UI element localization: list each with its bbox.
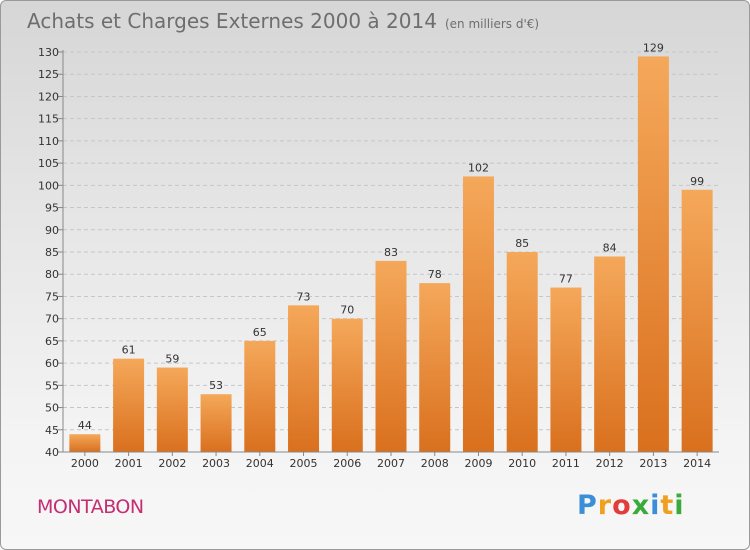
value-label: 83 — [384, 246, 398, 259]
bars — [69, 56, 713, 452]
value-label: 59 — [165, 353, 179, 366]
bar-2006 — [331, 318, 363, 452]
commune-name: MONTABON — [37, 496, 144, 518]
y-tick-label: 85 — [45, 246, 59, 259]
x-tick-label: 2002 — [158, 457, 186, 470]
x-tick-label: 2010 — [508, 457, 536, 470]
value-label: 85 — [515, 237, 529, 250]
bar-2002 — [156, 367, 188, 452]
y-tick-label: 45 — [45, 424, 59, 437]
y-tick-label: 125 — [38, 68, 59, 81]
value-label: 65 — [253, 326, 267, 339]
y-tick-label: 80 — [45, 268, 59, 281]
bar-2011 — [550, 287, 582, 452]
x-tick-label: 2008 — [421, 457, 449, 470]
bar-2013 — [637, 56, 669, 452]
bar-2014 — [681, 189, 713, 452]
logo-letter: i — [674, 490, 685, 521]
x-tick-label: 2009 — [464, 457, 492, 470]
bar-2009 — [462, 176, 494, 452]
x-tick-label: 2006 — [333, 457, 361, 470]
value-label: 44 — [78, 419, 92, 432]
y-tick-label: 90 — [45, 224, 59, 237]
value-label: 70 — [340, 304, 354, 317]
y-tick-label: 75 — [45, 290, 59, 303]
value-label: 61 — [122, 344, 136, 357]
y-tick-label: 60 — [45, 357, 59, 370]
value-label: 102 — [468, 161, 489, 174]
bar-2005 — [288, 305, 320, 452]
axes — [58, 50, 719, 456]
bar-2004 — [244, 340, 276, 452]
x-tick-label: 2001 — [115, 457, 143, 470]
bar-2007 — [375, 260, 407, 452]
logo-letter: P — [577, 490, 598, 521]
value-label: 77 — [559, 273, 573, 286]
value-label: 73 — [297, 290, 311, 303]
bar-2012 — [594, 256, 626, 452]
logo-letter: t — [660, 490, 675, 521]
x-tick-label: 2011 — [552, 457, 580, 470]
y-tick-label: 95 — [45, 202, 59, 215]
y-tick-label: 40 — [45, 446, 59, 459]
labels: 40 45 50 55 60 65 70 75 80 85 90 95 100 105 110 115 120 1… — [38, 41, 711, 470]
x-tick-label: 2000 — [71, 457, 99, 470]
bar-2003 — [200, 394, 232, 452]
value-label: 99 — [690, 175, 704, 188]
unit-label: (en milliers d'€) — [444, 17, 540, 31]
value-label: 78 — [428, 268, 442, 281]
x-tick-label: 2007 — [377, 457, 405, 470]
value-label: 129 — [643, 41, 664, 54]
proxiti-logo[interactable]: Proxiti — [577, 490, 685, 521]
value-label: 53 — [209, 379, 223, 392]
y-tick-label: 70 — [45, 313, 59, 326]
logo-letter: o — [612, 490, 632, 521]
x-tick-label: 2012 — [596, 457, 624, 470]
y-tick-label: 55 — [45, 379, 59, 392]
x-tick-label: 2005 — [290, 457, 318, 470]
y-tick-label: 115 — [38, 113, 59, 126]
logo-letter: r — [597, 490, 613, 521]
chart-title: Achats et Charges Externes 2000 à 2014 (e… — [27, 9, 539, 33]
bar-2000 — [69, 434, 101, 452]
bar-2010 — [506, 252, 538, 452]
x-tick-label: 2013 — [639, 457, 667, 470]
value-label: 84 — [603, 241, 617, 254]
logo-letter: i — [650, 490, 661, 521]
y-tick-label: 50 — [45, 402, 59, 415]
y-tick-label: 110 — [38, 135, 59, 148]
y-tick-label: 105 — [38, 157, 59, 170]
title-text: Achats et Charges Externes 2000 à 2014 — [27, 9, 437, 33]
bar-2001 — [113, 358, 145, 452]
x-tick-label: 2014 — [683, 457, 711, 470]
x-tick-label: 2003 — [202, 457, 230, 470]
y-tick-label: 130 — [38, 46, 59, 59]
bar-2008 — [419, 283, 451, 452]
x-tick-label: 2004 — [246, 457, 274, 470]
y-tick-label: 65 — [45, 335, 59, 348]
logo-letter: x — [631, 490, 651, 521]
y-tick-label: 100 — [38, 179, 59, 192]
y-tick-label: 120 — [38, 90, 59, 103]
